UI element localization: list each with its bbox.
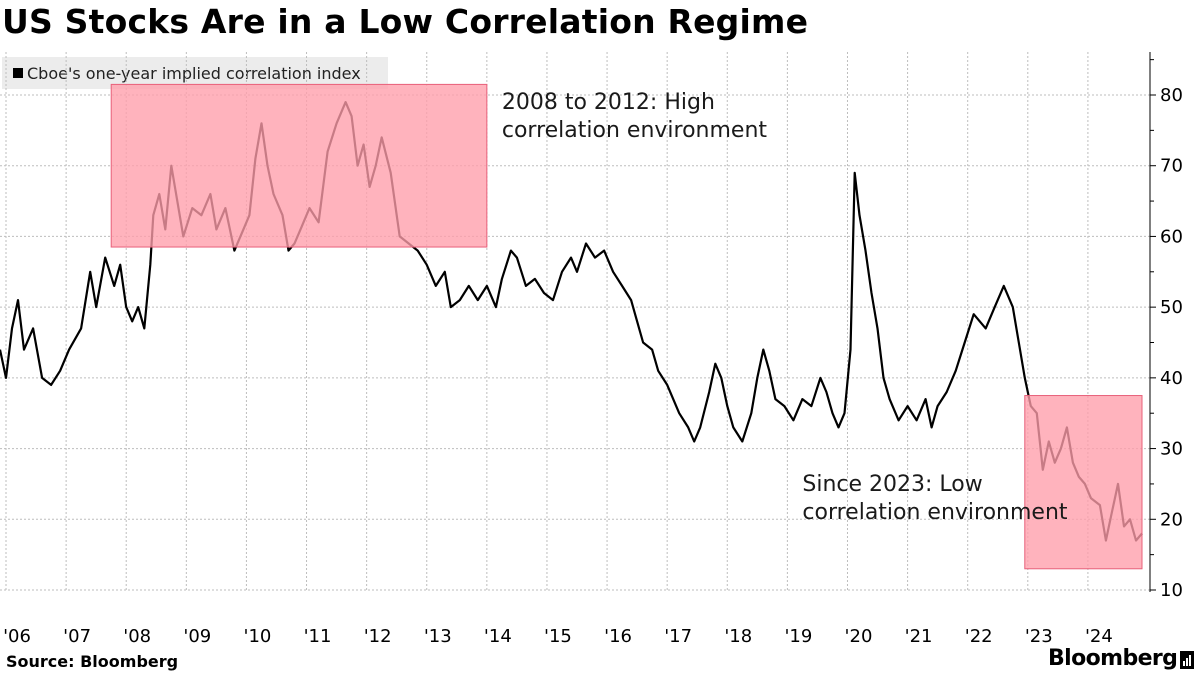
x-tick-label: '15 bbox=[544, 626, 572, 647]
annotation-low-correlation: Since 2023: Low correlation environment bbox=[802, 472, 1068, 525]
y-tick-label: 30 bbox=[1160, 439, 1183, 460]
x-tick-label: '19 bbox=[784, 626, 812, 647]
x-tick-label: '09 bbox=[183, 626, 211, 647]
y-tick-label: 50 bbox=[1160, 297, 1183, 318]
x-tick-label: '08 bbox=[123, 626, 151, 647]
x-tick-label: '23 bbox=[1025, 626, 1053, 647]
y-tick-label: 60 bbox=[1160, 226, 1183, 247]
x-tick-label: '20 bbox=[845, 626, 873, 647]
annotation-line: 2008 to 2012: High bbox=[502, 90, 715, 115]
y-tick-label: 40 bbox=[1160, 368, 1183, 389]
x-tick-label: '11 bbox=[304, 626, 332, 647]
annotation-line: Since 2023: Low bbox=[802, 472, 982, 497]
annotation-line: correlation environment bbox=[802, 500, 1068, 525]
y-tick-label: 10 bbox=[1160, 580, 1183, 601]
bloomberg-terminal-icon bbox=[1180, 651, 1194, 669]
source-note: Source: Bloomberg bbox=[6, 652, 179, 671]
x-tick-label: '22 bbox=[965, 626, 993, 647]
x-tick-label: '07 bbox=[63, 626, 91, 647]
highlight-low-correlation bbox=[1024, 395, 1143, 570]
x-tick-label: '17 bbox=[664, 626, 692, 647]
legend-label: Cboe's one-year implied correlation inde… bbox=[27, 63, 361, 83]
legend-swatch bbox=[13, 68, 23, 78]
annotation-high-correlation: 2008 to 2012: High correlation environmen… bbox=[502, 90, 768, 143]
x-tick-label: '24 bbox=[1085, 626, 1113, 647]
legend: Cboe's one-year implied correlation inde… bbox=[2, 57, 388, 89]
x-tick-label: '06 bbox=[3, 626, 31, 647]
x-tick-label: '12 bbox=[364, 626, 392, 647]
x-tick-label: '18 bbox=[724, 626, 752, 647]
y-tick-label: 70 bbox=[1160, 156, 1183, 177]
x-tick-label: '10 bbox=[244, 626, 272, 647]
x-tick-label: '16 bbox=[604, 626, 632, 647]
brand-logo: Bloomberg bbox=[1048, 646, 1178, 671]
y-tick-label: 80 bbox=[1160, 85, 1183, 106]
page-title: US Stocks Are in a Low Correlation Regim… bbox=[2, 2, 809, 41]
annotation-line: correlation environment bbox=[502, 118, 768, 143]
x-tick-label: '21 bbox=[905, 626, 933, 647]
x-tick-label: '13 bbox=[424, 626, 452, 647]
x-tick-label: '14 bbox=[484, 626, 512, 647]
highlight-high-correlation bbox=[110, 83, 488, 248]
y-tick-label: 20 bbox=[1160, 509, 1183, 530]
